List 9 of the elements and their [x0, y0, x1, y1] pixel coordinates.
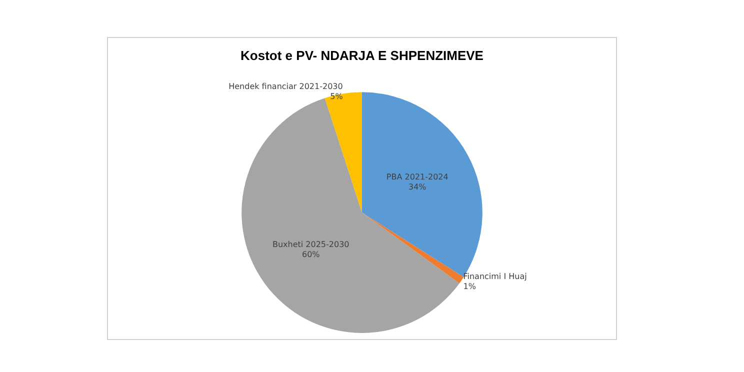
slice-label: Financimi I Huaj — [463, 272, 527, 281]
data-label: 1% — [463, 282, 476, 291]
slice-label: PBA 2021-2024 — [386, 172, 448, 182]
data-label: 5% — [330, 92, 344, 102]
slice-label: Buxheti 2025-2030 — [272, 240, 350, 250]
chart-title: Kostot e PV- NDARJA E SHPENZIMEVE — [240, 48, 484, 63]
slice-label: Hendek financiar 2021-2030 — [228, 82, 343, 92]
data-label: 60% — [302, 250, 320, 260]
data-label: 34% — [408, 182, 427, 192]
